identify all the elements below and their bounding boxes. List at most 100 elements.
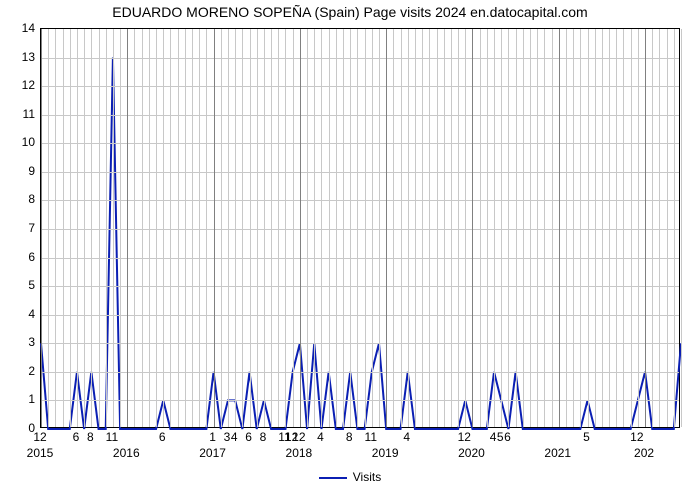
y-tick-label: 5: [5, 278, 35, 292]
gridline-v-major: [127, 29, 128, 427]
x-tick-label: 6: [159, 430, 166, 444]
gridline-v-minor: [609, 29, 610, 427]
y-tick-label: 2: [5, 364, 35, 378]
x-tick-label: 11: [365, 430, 377, 444]
gridline-v-minor: [170, 29, 171, 427]
gridline-v-major: [300, 29, 301, 427]
gridline-v-major: [472, 29, 473, 427]
gridline-h: [41, 315, 679, 316]
legend-swatch: [319, 477, 347, 479]
gridline-v-minor: [228, 29, 229, 427]
gridline-v-minor: [343, 29, 344, 427]
gridline-v-minor: [257, 29, 258, 427]
x-tick-label: 3: [224, 430, 231, 444]
y-tick-label: 14: [5, 21, 35, 35]
x-year-label: 2020: [458, 446, 485, 460]
y-tick-label: 0: [5, 421, 35, 435]
gridline-v-minor: [321, 29, 322, 427]
gridline-v-minor: [91, 29, 92, 427]
gridline-h: [41, 400, 679, 401]
gridline-v-minor: [350, 29, 351, 427]
gridline-v-minor: [465, 29, 466, 427]
gridline-h: [41, 115, 679, 116]
gridline-v-minor: [638, 29, 639, 427]
x-tick-label: 5: [583, 430, 590, 444]
x-tick-label: 12: [292, 430, 305, 444]
gridline-v-minor: [142, 29, 143, 427]
gridline-v-minor: [271, 29, 272, 427]
x-tick-label: 6: [245, 430, 252, 444]
gridline-v-minor: [523, 29, 524, 427]
gridline-v-minor: [372, 29, 373, 427]
gridline-v-minor: [149, 29, 150, 427]
gridline-v-minor: [235, 29, 236, 427]
gridline-h: [41, 172, 679, 173]
gridline-v-minor: [530, 29, 531, 427]
gridline-v-minor: [113, 29, 114, 427]
gridline-v-minor: [163, 29, 164, 427]
gridline-h: [41, 286, 679, 287]
gridline-v-major: [214, 29, 215, 427]
gridline-h: [41, 86, 679, 87]
gridline-v-minor: [516, 29, 517, 427]
gridline-v-minor: [595, 29, 596, 427]
gridline-v-minor: [293, 29, 294, 427]
gridline-v-minor: [393, 29, 394, 427]
y-tick-label: 7: [5, 221, 35, 235]
gridline-v-minor: [451, 29, 452, 427]
x-tick-label: 6: [73, 430, 80, 444]
gridline-v-minor: [588, 29, 589, 427]
chart-container: { "chart": { "type": "line", "title": "E…: [0, 0, 700, 500]
gridline-v-minor: [652, 29, 653, 427]
gridline-v-minor: [422, 29, 423, 427]
gridline-v-major: [559, 29, 560, 427]
gridline-v-minor: [580, 29, 581, 427]
gridline-v-minor: [307, 29, 308, 427]
x-tick-label: 12: [33, 430, 46, 444]
x-year-label: 2018: [286, 446, 313, 460]
gridline-v-minor: [616, 29, 617, 427]
chart-title: EDUARDO MORENO SOPEÑA (Spain) Page visit…: [0, 4, 700, 20]
gridline-v-major: [645, 29, 646, 427]
gridline-v-minor: [120, 29, 121, 427]
gridline-v-minor: [437, 29, 438, 427]
y-tick-label: 4: [5, 307, 35, 321]
gridline-v-minor: [379, 29, 380, 427]
gridline-v-minor: [544, 29, 545, 427]
gridline-v-minor: [336, 29, 337, 427]
gridline-v-minor: [48, 29, 49, 427]
y-tick-label: 10: [5, 135, 35, 149]
gridline-v-minor: [494, 29, 495, 427]
gridline-h: [41, 372, 679, 373]
x-tick-label: 1: [209, 430, 216, 444]
gridline-v-minor: [623, 29, 624, 427]
gridline-h: [41, 258, 679, 259]
gridline-h: [41, 200, 679, 201]
x-year-label: 2021: [544, 446, 571, 460]
gridline-v-minor: [357, 29, 358, 427]
y-tick-label: 8: [5, 192, 35, 206]
x-tick-label: 11: [106, 430, 118, 444]
gridline-v-minor: [55, 29, 56, 427]
x-tick-label: 4: [317, 430, 324, 444]
gridline-v-minor: [77, 29, 78, 427]
x-year-label: 2015: [27, 446, 54, 460]
x-tick-label: 6: [504, 430, 511, 444]
x-year-label: 2016: [113, 446, 140, 460]
y-tick-label: 1: [5, 392, 35, 406]
gridline-v-major: [41, 29, 42, 427]
gridline-v-minor: [631, 29, 632, 427]
gridline-v-minor: [401, 29, 402, 427]
gridline-v-minor: [70, 29, 71, 427]
gridline-v-minor: [134, 29, 135, 427]
gridline-v-minor: [408, 29, 409, 427]
gridline-v-minor: [444, 29, 445, 427]
y-tick-label: 11: [5, 107, 35, 121]
gridline-h: [41, 229, 679, 230]
gridline-v-minor: [63, 29, 64, 427]
legend-label: Visits: [353, 470, 381, 484]
legend: Visits: [0, 470, 700, 484]
gridline-v-minor: [329, 29, 330, 427]
plot-area: [40, 28, 680, 428]
y-tick-label: 12: [5, 78, 35, 92]
